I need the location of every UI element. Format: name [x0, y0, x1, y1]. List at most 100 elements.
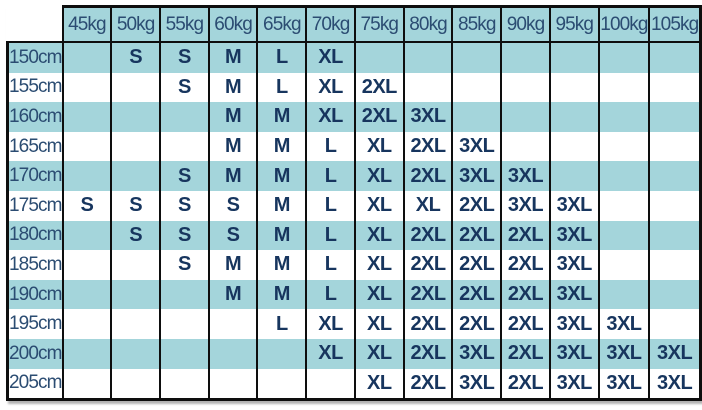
size-cell-190cm-75kg: XL [353, 279, 405, 310]
size-cell-195cm-65kg: L [256, 309, 308, 339]
size-chart-header: 45kg 50kg 55kg 60kg 65kg 70kg 75kg 80kg 85kg 90kg… [7, 5, 702, 43]
size-cell-205cm-45kg [61, 368, 113, 402]
height-label-200cm: 200cm [5, 338, 64, 369]
size-cell-170cm-60kg: M [207, 161, 259, 191]
size-cell-150cm-70kg: XL [305, 42, 356, 73]
size-cell-190cm-95kg: 3XL [548, 279, 600, 310]
weight-header-60kg: 60kg [207, 5, 259, 43]
size-cell-205cm-60kg [207, 368, 259, 402]
size-cell-195cm-60kg [207, 309, 259, 339]
size-cell-205cm-100kg: 3XL [597, 368, 651, 402]
size-cell-160cm-90kg [500, 102, 551, 132]
size-cell-185cm-100kg [597, 250, 651, 280]
weight-header-90kg: 90kg [500, 5, 551, 43]
size-cell-185cm-55kg: S [159, 250, 210, 280]
size-cell-190cm-70kg: L [305, 279, 356, 310]
weight-header-50kg: 50kg [110, 5, 161, 43]
height-label-150cm: 150cm [5, 41, 64, 73]
size-cell-165cm-60kg: M [207, 131, 259, 162]
size-cell-205cm-65kg [256, 368, 308, 402]
size-cell-165cm-45kg [61, 131, 113, 162]
weight-header-105kg: 105kg [648, 5, 702, 43]
size-cell-150cm-100kg [597, 42, 651, 73]
size-cell-165cm-105kg [648, 131, 702, 162]
size-cell-150cm-80kg [402, 42, 454, 73]
size-cell-205cm-85kg: 3XL [451, 368, 503, 402]
size-cell-155cm-50kg [110, 72, 161, 103]
size-cell-185cm-85kg: 2XL [451, 250, 503, 280]
size-cell-175cm-65kg: M [256, 190, 308, 221]
size-cell-155cm-105kg [648, 72, 702, 103]
size-cell-200cm-60kg [207, 338, 259, 369]
size-cell-185cm-105kg [648, 250, 702, 280]
size-cell-150cm-85kg [451, 42, 503, 73]
size-cell-195cm-90kg: 2XL [500, 309, 551, 339]
weight-header-100kg: 100kg [597, 5, 651, 43]
size-cell-165cm-55kg [159, 131, 210, 162]
size-cell-195cm-50kg [110, 309, 161, 339]
size-cell-170cm-65kg: M [256, 161, 308, 191]
size-cell-185cm-90kg: 2XL [500, 250, 551, 280]
size-cell-155cm-60kg: M [207, 72, 259, 103]
size-cell-150cm-65kg: L [256, 42, 308, 73]
weight-header-45kg: 45kg [61, 5, 113, 43]
size-cell-175cm-50kg: S [110, 190, 161, 221]
size-cell-200cm-95kg: 3XL [548, 338, 600, 369]
size-cell-195cm-100kg: 3XL [597, 309, 651, 339]
size-cell-190cm-90kg: 2XL [500, 279, 551, 310]
size-cell-205cm-55kg [159, 368, 210, 402]
table-row-180cm: 180cm S S S M L XL 2XL 2XL 2XL 3XL [5, 220, 702, 251]
table-row-195cm: 195cm L XL XL 2XL 2XL 2XL 3XL 3XL [5, 309, 702, 339]
table-row-155cm: 155cm S M L XL 2XL [5, 72, 702, 103]
size-cell-195cm-75kg: XL [353, 309, 405, 339]
size-cell-160cm-105kg [648, 102, 702, 132]
size-cell-155cm-95kg [548, 72, 600, 103]
size-cell-160cm-65kg: M [256, 102, 308, 132]
height-label-165cm: 165cm [5, 131, 64, 162]
size-cell-195cm-95kg: 3XL [548, 309, 600, 339]
size-cell-165cm-85kg: 3XL [451, 131, 503, 162]
size-cell-170cm-70kg: L [305, 161, 356, 191]
size-cell-160cm-70kg: XL [305, 102, 356, 132]
size-cell-195cm-80kg: 2XL [402, 309, 454, 339]
size-cell-180cm-85kg: 2XL [451, 220, 503, 251]
size-cell-190cm-65kg: M [256, 279, 308, 310]
size-cell-200cm-75kg: XL [353, 338, 405, 369]
size-cell-190cm-55kg [159, 279, 210, 310]
size-cell-150cm-105kg [648, 42, 702, 73]
size-cell-150cm-45kg [61, 42, 113, 73]
size-cell-160cm-75kg: 2XL [353, 102, 405, 132]
size-cell-180cm-80kg: 2XL [402, 220, 454, 251]
size-cell-175cm-80kg: XL [402, 190, 454, 221]
size-cell-200cm-70kg: XL [305, 338, 356, 369]
size-cell-200cm-55kg [159, 338, 210, 369]
size-cell-175cm-70kg: L [305, 190, 356, 221]
size-chart-table: 45kg 50kg 55kg 60kg 65kg 70kg 75kg 80kg 85kg 90kg… [5, 5, 702, 402]
size-cell-200cm-100kg: 3XL [597, 338, 651, 369]
table-row-200cm: 200cm XL XL 2XL 3XL 2XL 3XL 3XL 3XL [5, 338, 702, 369]
table-row-190cm: 190cm M M L XL 2XL 2XL 2XL 3XL [5, 279, 702, 310]
size-cell-175cm-105kg [648, 190, 702, 221]
size-cell-175cm-55kg: S [159, 190, 210, 221]
weight-header-95kg: 95kg [548, 5, 600, 43]
size-cell-195cm-55kg [159, 309, 210, 339]
size-cell-170cm-55kg: S [159, 161, 210, 191]
size-cell-195cm-85kg: 2XL [451, 309, 503, 339]
size-cell-180cm-100kg [597, 220, 651, 251]
size-cell-170cm-80kg: 2XL [402, 161, 454, 191]
size-cell-175cm-45kg: S [61, 190, 113, 221]
weight-header-80kg: 80kg [402, 5, 454, 43]
size-cell-150cm-55kg: S [159, 42, 210, 73]
size-cell-155cm-85kg [451, 72, 503, 103]
size-cell-165cm-95kg [548, 131, 600, 162]
table-row-205cm: 205cm XL 2XL 3XL 2XL 3XL 3XL 3XL [5, 368, 702, 402]
corner-cell [7, 6, 63, 42]
size-cell-205cm-50kg [110, 368, 161, 402]
size-cell-190cm-45kg [61, 279, 113, 310]
size-cell-160cm-50kg [110, 102, 161, 132]
size-cell-160cm-60kg: M [207, 102, 259, 132]
size-cell-185cm-70kg: L [305, 250, 356, 280]
size-cell-190cm-60kg: M [207, 279, 259, 310]
size-cell-170cm-85kg: 3XL [451, 161, 503, 191]
height-label-155cm: 155cm [5, 72, 64, 103]
